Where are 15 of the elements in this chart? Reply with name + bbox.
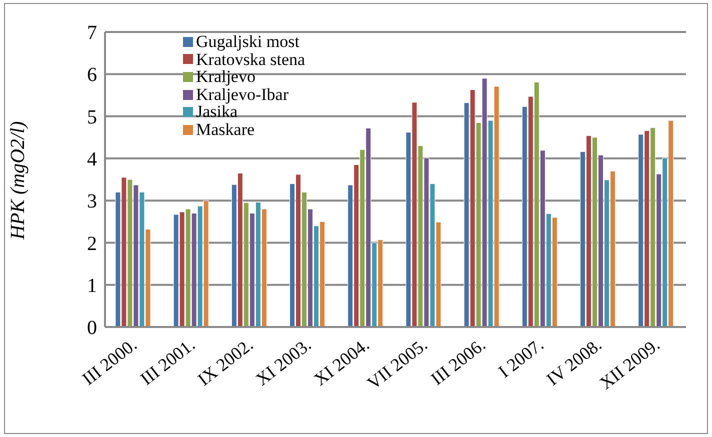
- y-tick-label: 3: [87, 190, 97, 213]
- y-tick-label: 6: [87, 64, 97, 86]
- y-tick-label: 2: [87, 232, 97, 255]
- legend-label: Kratovska stena: [196, 50, 306, 69]
- y-tick-label: 4: [87, 148, 97, 171]
- x-tick-label: III 2006.: [427, 334, 490, 389]
- y-tick-label: 7: [87, 22, 97, 44]
- y-tick-label: 5: [87, 106, 97, 128]
- x-tick-label: I 2007.: [494, 334, 548, 382]
- legend-label: Kraljevo: [196, 67, 256, 86]
- legend-label: Maskare: [196, 120, 255, 139]
- y-tick-label: 1: [87, 274, 97, 297]
- y-axis-title: HPK (mgO2/l): [7, 120, 30, 240]
- legend-label: Gugaljski most: [196, 32, 300, 51]
- legend-label: Kraljevo-Ibar: [196, 84, 289, 104]
